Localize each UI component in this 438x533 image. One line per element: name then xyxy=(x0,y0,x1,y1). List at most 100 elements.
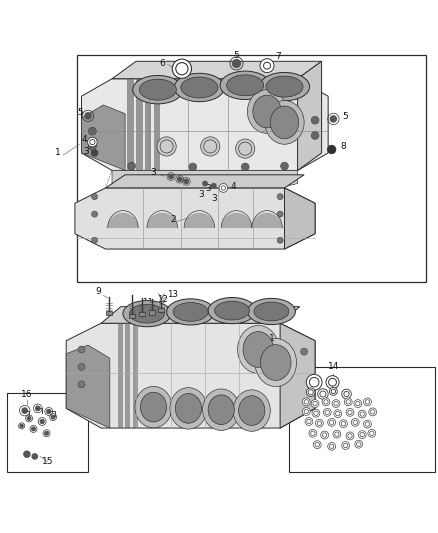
Circle shape xyxy=(332,400,340,408)
Polygon shape xyxy=(297,61,321,171)
Circle shape xyxy=(312,409,320,417)
Ellipse shape xyxy=(181,77,218,98)
Circle shape xyxy=(302,408,310,415)
Wedge shape xyxy=(147,213,177,228)
Circle shape xyxy=(302,398,310,406)
Bar xyxy=(7,393,88,472)
Polygon shape xyxy=(158,308,164,312)
Polygon shape xyxy=(118,323,123,428)
Circle shape xyxy=(348,434,352,438)
Ellipse shape xyxy=(233,390,270,431)
Text: 4: 4 xyxy=(82,135,87,144)
Circle shape xyxy=(92,211,98,217)
Text: 11: 11 xyxy=(142,298,153,307)
Circle shape xyxy=(357,442,361,446)
Wedge shape xyxy=(184,213,215,228)
Ellipse shape xyxy=(237,326,279,374)
Circle shape xyxy=(88,142,96,150)
Circle shape xyxy=(92,193,98,200)
Polygon shape xyxy=(285,188,315,249)
Circle shape xyxy=(32,427,35,431)
Text: 15: 15 xyxy=(42,457,53,466)
Text: 6: 6 xyxy=(159,59,165,68)
Circle shape xyxy=(311,116,319,124)
Ellipse shape xyxy=(166,299,215,325)
Circle shape xyxy=(364,420,371,428)
Circle shape xyxy=(336,411,340,416)
Circle shape xyxy=(371,410,375,414)
Circle shape xyxy=(300,348,307,355)
Circle shape xyxy=(331,389,336,393)
Circle shape xyxy=(304,409,308,414)
Circle shape xyxy=(306,388,315,397)
Circle shape xyxy=(45,432,48,435)
Circle shape xyxy=(85,113,91,119)
Ellipse shape xyxy=(123,301,171,327)
Circle shape xyxy=(346,432,354,440)
Text: 14: 14 xyxy=(328,362,339,371)
Ellipse shape xyxy=(141,392,166,422)
Circle shape xyxy=(365,422,370,426)
Circle shape xyxy=(212,183,216,188)
Polygon shape xyxy=(101,306,300,323)
Circle shape xyxy=(219,183,228,192)
Polygon shape xyxy=(129,313,135,318)
Circle shape xyxy=(329,444,334,449)
Ellipse shape xyxy=(266,76,303,97)
Circle shape xyxy=(360,412,364,416)
Circle shape xyxy=(311,400,319,408)
Circle shape xyxy=(351,418,359,426)
Circle shape xyxy=(201,137,220,156)
Circle shape xyxy=(343,443,348,448)
Circle shape xyxy=(320,391,326,397)
Polygon shape xyxy=(127,79,134,171)
Ellipse shape xyxy=(133,76,183,104)
Ellipse shape xyxy=(226,75,264,96)
Circle shape xyxy=(221,185,226,190)
Ellipse shape xyxy=(255,338,297,386)
Ellipse shape xyxy=(265,101,304,144)
Circle shape xyxy=(40,419,44,423)
Circle shape xyxy=(328,418,336,426)
Circle shape xyxy=(334,401,338,406)
Circle shape xyxy=(157,137,176,156)
Circle shape xyxy=(344,391,349,397)
Text: 8: 8 xyxy=(340,142,346,151)
Polygon shape xyxy=(153,79,160,171)
Circle shape xyxy=(322,398,330,406)
Text: 5: 5 xyxy=(342,112,348,121)
Circle shape xyxy=(313,401,317,406)
Text: 10: 10 xyxy=(126,313,138,322)
Circle shape xyxy=(330,116,336,122)
Circle shape xyxy=(88,138,97,147)
Circle shape xyxy=(32,454,37,459)
Text: 5: 5 xyxy=(233,51,239,60)
Text: 4: 4 xyxy=(231,182,237,191)
Circle shape xyxy=(20,424,23,427)
Circle shape xyxy=(311,132,319,140)
Polygon shape xyxy=(133,323,138,428)
Circle shape xyxy=(47,409,51,414)
Polygon shape xyxy=(136,79,143,171)
Text: 3: 3 xyxy=(205,184,211,193)
Circle shape xyxy=(355,440,363,448)
Ellipse shape xyxy=(174,74,224,102)
Polygon shape xyxy=(66,323,315,428)
Circle shape xyxy=(339,420,347,427)
Circle shape xyxy=(264,62,271,69)
Circle shape xyxy=(92,237,98,244)
Ellipse shape xyxy=(239,395,265,425)
Text: 7: 7 xyxy=(275,52,281,61)
Circle shape xyxy=(321,431,328,439)
Circle shape xyxy=(333,430,341,438)
Circle shape xyxy=(239,142,252,155)
Text: 3: 3 xyxy=(151,168,156,177)
Ellipse shape xyxy=(203,389,240,431)
Text: 3: 3 xyxy=(198,190,204,199)
Ellipse shape xyxy=(170,387,207,429)
Circle shape xyxy=(342,441,350,449)
Circle shape xyxy=(324,400,328,404)
Circle shape xyxy=(356,401,360,406)
Circle shape xyxy=(277,211,283,217)
Circle shape xyxy=(169,174,173,179)
